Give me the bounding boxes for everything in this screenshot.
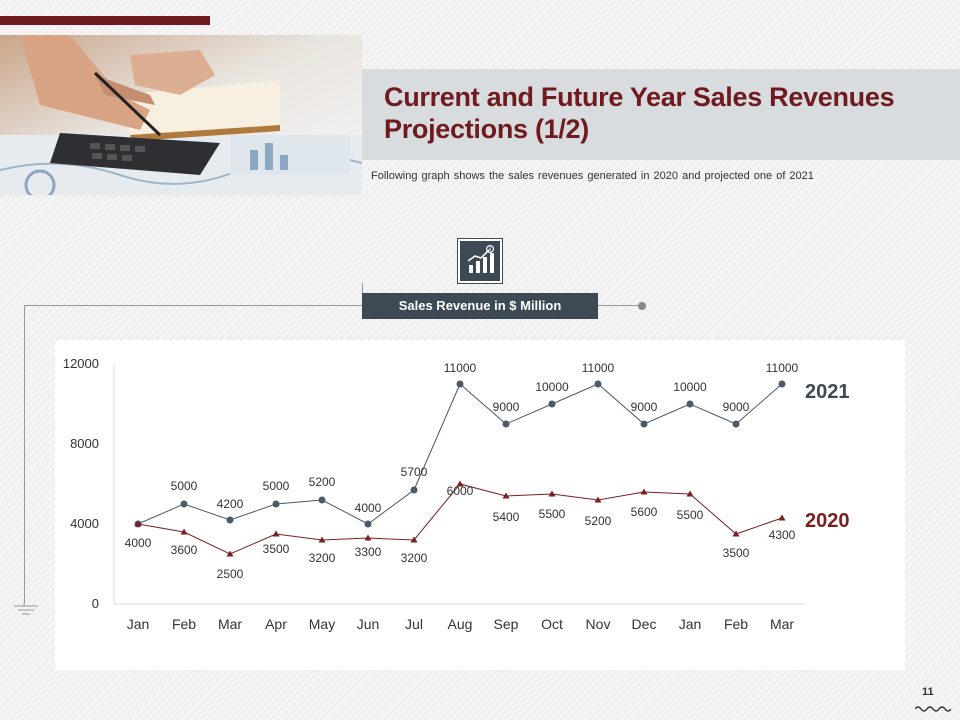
ground-icon [14, 601, 38, 617]
data-point-2021 [502, 420, 510, 428]
data-label-2021: 10000 [673, 380, 707, 394]
data-point-2020 [226, 550, 234, 557]
data-point-2020 [180, 528, 188, 535]
data-label-2021: 9000 [631, 400, 658, 414]
page-title: Current and Future Year Sales Revenues P… [384, 81, 895, 145]
data-point-2021 [364, 520, 372, 528]
data-label-2021: 9000 [723, 400, 750, 414]
data-point-2020 [364, 534, 372, 541]
data-label-2021: 5200 [309, 475, 336, 489]
x-tick-label: Jan [679, 616, 702, 632]
y-tick-label: 0 [92, 596, 99, 611]
y-tick-label: 4000 [70, 516, 99, 531]
data-point-2021 [410, 486, 418, 494]
legend-label-2020: 2020 [805, 510, 850, 532]
data-label-2021: 5000 [263, 479, 290, 493]
x-tick-label: Mar [770, 616, 794, 632]
page-number: 11 [922, 686, 934, 698]
x-tick-label: Mar [218, 616, 242, 632]
y-tick-label: 8000 [70, 436, 99, 451]
x-tick-label: Jan [127, 616, 150, 632]
data-point-2021 [548, 400, 556, 408]
data-label-2020: 3200 [309, 551, 336, 565]
data-point-2020 [318, 536, 326, 543]
data-label-2021: 11000 [444, 361, 477, 375]
data-point-2020 [134, 520, 142, 527]
connector-right [598, 305, 640, 306]
data-label-2020: 5500 [539, 507, 566, 521]
connector-dot [638, 302, 646, 310]
data-point-2021 [318, 496, 326, 504]
legend-label-2021: 2021 [805, 381, 850, 403]
data-label-2020: 3500 [723, 546, 750, 560]
x-tick-label: Apr [265, 616, 287, 632]
title-band: Current and Future Year Sales Revenues P… [362, 69, 960, 160]
x-tick-label: Feb [724, 616, 748, 632]
data-point-2020 [686, 490, 694, 497]
data-label-2020: 3600 [171, 543, 198, 557]
data-label-2021: 4200 [217, 497, 244, 511]
connector-vertical [362, 283, 363, 294]
data-label-2021: 11000 [766, 361, 799, 375]
top-accent-bar [0, 16, 210, 25]
data-point-2020 [456, 480, 464, 487]
x-tick-label: Sep [494, 616, 519, 632]
data-label-2020: 5400 [493, 510, 520, 524]
data-label-2021: 5700 [401, 465, 428, 479]
line-chart: 0 4000 8000 12000 Jan Feb Mar Apr May Jun Jul Aug Se… [63, 356, 850, 632]
data-point-2020 [732, 530, 740, 537]
data-point-2020 [272, 530, 280, 537]
data-point-2021 [778, 380, 786, 388]
growth-chart-icon [458, 239, 502, 283]
data-point-2021 [456, 380, 464, 388]
data-label-2020: 4000 [125, 536, 152, 550]
data-point-2020 [778, 514, 786, 521]
x-tick-label: Dec [632, 616, 657, 632]
data-point-2021 [732, 420, 740, 428]
data-label-2020: 5500 [677, 508, 704, 522]
data-point-2020 [410, 536, 418, 543]
data-label-2020: 5600 [631, 505, 658, 519]
x-tick-label: Jun [357, 616, 380, 632]
y-tick-label: 12000 [63, 356, 99, 371]
x-tick-label: Oct [541, 616, 563, 632]
data-label-2021: 5000 [171, 479, 198, 493]
data-point-2021 [272, 500, 280, 508]
data-point-2020 [502, 492, 510, 499]
data-label-2020: 3300 [355, 545, 382, 559]
title-line-2: Projections (1/2) [384, 114, 589, 144]
data-point-2021 [180, 500, 188, 508]
data-label-2020: 3500 [263, 542, 290, 556]
data-point-2021 [594, 380, 602, 388]
data-label-2021: 11000 [582, 361, 615, 375]
chart-label: Sales Revenue in $ Million [362, 293, 598, 319]
data-point-2020 [640, 488, 648, 495]
x-tick-label: Feb [172, 616, 196, 632]
subtitle: Following graph shows the sales revenues… [371, 170, 814, 182]
x-tick-label: Jul [405, 616, 423, 632]
data-label-2020: 3200 [401, 551, 428, 565]
x-tick-label: Aug [448, 616, 473, 632]
data-point-2021 [226, 516, 234, 524]
x-tick-label: May [309, 616, 335, 632]
connector-top [24, 305, 362, 306]
chart-panel: 0 4000 8000 12000 Jan Feb Mar Apr May Jun Jul Aug Se… [55, 340, 905, 670]
data-point-2021 [640, 420, 648, 428]
wave-decoration [915, 706, 951, 712]
data-label-2020: 2500 [217, 567, 244, 581]
x-tick-label: Nov [586, 616, 611, 632]
data-label-2021: 9000 [493, 400, 520, 414]
data-point-2021 [686, 400, 694, 408]
hero-photo [0, 35, 362, 195]
data-label-2020: 6000 [447, 484, 474, 498]
data-label-2020: 5200 [585, 514, 612, 528]
data-label-2021: 10000 [535, 380, 569, 394]
title-line-1: Current and Future Year Sales Revenues [384, 82, 895, 112]
data-point-2020 [594, 496, 602, 503]
connector-left [24, 305, 25, 603]
data-point-2020 [548, 490, 556, 497]
data-label-2020: 4300 [769, 528, 796, 542]
data-label-2021: 4000 [355, 501, 382, 515]
